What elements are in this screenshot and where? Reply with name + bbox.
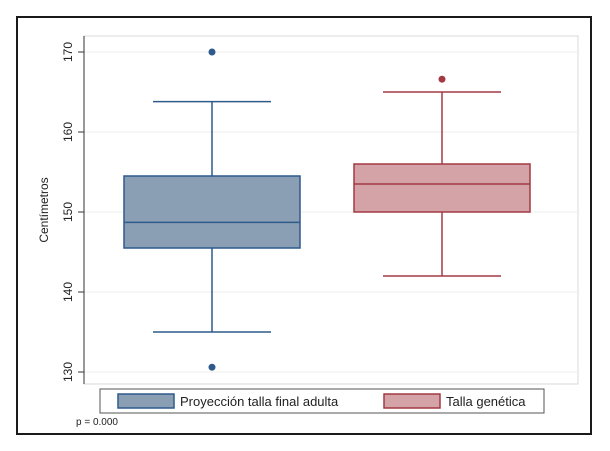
p-value-annotation: p = 0.000 bbox=[76, 417, 118, 428]
legend-swatch-proyeccion bbox=[117, 393, 175, 409]
iqr-box-talla-genetica bbox=[353, 163, 531, 213]
tick-label-150: 150 bbox=[61, 202, 75, 222]
y-axis-label: Centímetros bbox=[37, 177, 51, 242]
boxes bbox=[123, 48, 531, 371]
chart-frame: 130 140 150 160 170 Centímetros Proyección t… bbox=[16, 16, 592, 435]
outlier-talla-genetica-0 bbox=[438, 75, 446, 83]
tick-label-170: 170 bbox=[61, 42, 75, 62]
legend-swatch-talla-genetica bbox=[383, 393, 441, 409]
iqr-box-proyeccion bbox=[123, 175, 301, 249]
tick-label-140: 140 bbox=[61, 282, 75, 302]
box-plot-chart: 130 140 150 160 170 Centímetros Proyección t… bbox=[37, 35, 579, 428]
y-axis-ticks: 130 140 150 160 170 bbox=[61, 42, 84, 382]
box-talla-genetica bbox=[353, 75, 531, 277]
legend-label-talla-genetica: Talla genética bbox=[446, 394, 526, 409]
outlier-proyeccion-0 bbox=[208, 48, 216, 56]
outlier-proyeccion-1 bbox=[208, 363, 216, 371]
legend-label-proyeccion: Proyección talla final adulta bbox=[180, 394, 339, 409]
tick-label-130: 130 bbox=[61, 362, 75, 382]
tick-label-160: 160 bbox=[61, 122, 75, 142]
box-proyeccion bbox=[123, 48, 301, 371]
